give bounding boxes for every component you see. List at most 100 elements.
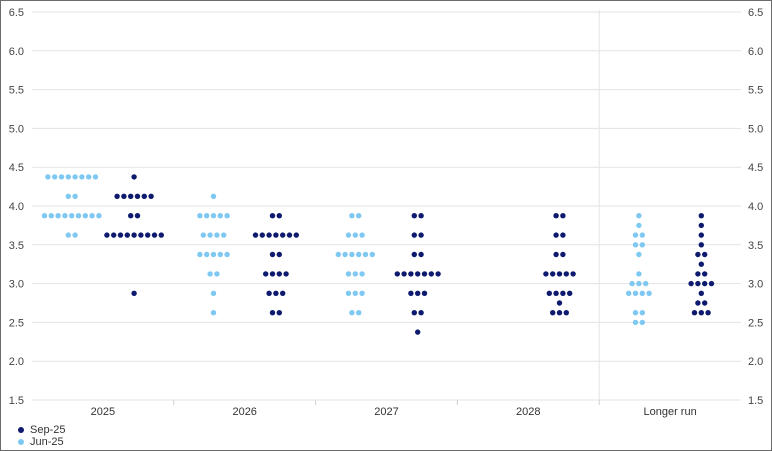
dot-jun-25-2027 xyxy=(346,291,351,296)
dot-sep-25-longer-run xyxy=(702,300,707,305)
dot-jun-25-2025 xyxy=(86,174,91,179)
x-label-2028: 2028 xyxy=(516,406,540,418)
dot-jun-25-2026 xyxy=(224,252,229,257)
dot-jun-25-2025 xyxy=(72,194,77,199)
gridlines xyxy=(32,10,741,405)
y-tick-right: 6.0 xyxy=(748,46,763,58)
dot-sep-25-2026 xyxy=(270,271,275,276)
x-label-2026: 2026 xyxy=(232,406,256,418)
x-label-2027: 2027 xyxy=(374,406,398,418)
dot-sep-25-2027 xyxy=(408,291,413,296)
dot-sep-25-2027 xyxy=(418,310,423,315)
dot-sep-25-longer-run xyxy=(709,281,714,286)
x-axis-categories: 2025 2026 2027 2028 Longer run xyxy=(91,406,697,418)
dot-sep-25-2025 xyxy=(128,213,133,218)
y-tick-right: 2.0 xyxy=(748,356,763,368)
dot-jun-25-longer-run xyxy=(640,242,645,247)
y-tick-right: 5.5 xyxy=(748,85,763,97)
dot-sep-25-longer-run xyxy=(699,242,704,247)
dot-sep-25-2025 xyxy=(135,194,140,199)
dot-sep-25-2026 xyxy=(270,252,275,257)
dot-jun-25-longer-run xyxy=(636,281,641,286)
dot-sep-25-longer-run xyxy=(699,262,704,267)
dot-sep-25-2025 xyxy=(159,232,164,237)
dot-jun-25-2027 xyxy=(353,271,358,276)
dot-sep-25-longer-run xyxy=(705,310,710,315)
dot-jun-25-2025 xyxy=(66,232,71,237)
dot-jun-25-2027 xyxy=(356,213,361,218)
dot-sep-25-2027 xyxy=(429,271,434,276)
dot-jun-25-2026 xyxy=(204,252,209,257)
y-tick-right: 1.5 xyxy=(748,395,763,407)
dot-sep-25-2028 xyxy=(560,291,565,296)
dot-sep-25-2028 xyxy=(557,300,562,305)
dot-sep-25-2027 xyxy=(415,329,420,334)
y-tick-left: 3.0 xyxy=(9,279,24,291)
dot-jun-25-2027 xyxy=(336,252,341,257)
dot-sep-25-2026 xyxy=(270,213,275,218)
dot-jun-25-2027 xyxy=(359,271,364,276)
dot-jun-25-2026 xyxy=(207,271,212,276)
dot-jun-25-longer-run xyxy=(636,271,641,276)
dot-sep-25-longer-run xyxy=(699,291,704,296)
dot-jun-25-2026 xyxy=(197,213,202,218)
dot-sep-25-2026 xyxy=(270,310,275,315)
dot-sep-25-longer-run xyxy=(695,252,700,257)
dot-sep-25-2026 xyxy=(253,232,258,237)
y-tick-left: 4.0 xyxy=(9,201,24,213)
dot-sep-25-2028 xyxy=(560,213,565,218)
dot-jun-25-longer-run xyxy=(640,320,645,325)
dot-jun-25-2027 xyxy=(363,252,368,257)
dot-jun-25-2027 xyxy=(356,310,361,315)
dot-jun-25-longer-run xyxy=(633,320,638,325)
dot-sep-25-2026 xyxy=(287,232,292,237)
dot-sep-25-longer-run xyxy=(699,232,704,237)
y-tick-right: 4.0 xyxy=(748,201,763,213)
dot-sep-25-2027 xyxy=(408,271,413,276)
legend-item-sep-25: Sep-25 xyxy=(18,424,65,436)
dot-sep-25-2028 xyxy=(567,291,572,296)
dot-sep-25-longer-run xyxy=(702,271,707,276)
dot-jun-25-longer-run xyxy=(636,223,641,228)
dot-sep-25-longer-run xyxy=(692,310,697,315)
dot-sep-25-2025 xyxy=(121,194,126,199)
dot-jun-25-2026 xyxy=(218,252,223,257)
dot-sep-25-2025 xyxy=(131,174,136,179)
dot-jun-25-longer-run xyxy=(640,310,645,315)
legend-label-jun-25: Jun-25 xyxy=(30,436,64,448)
dot-jun-25-2025 xyxy=(66,194,71,199)
dot-jun-25-2027 xyxy=(356,252,361,257)
dot-sep-25-2028 xyxy=(564,310,569,315)
x-label-longer-run: Longer run xyxy=(643,406,696,418)
dot-sep-25-2028 xyxy=(560,232,565,237)
dot-jun-25-2025 xyxy=(79,174,84,179)
dot-sep-25-longer-run xyxy=(702,281,707,286)
dot-jun-25-2027 xyxy=(342,252,347,257)
dot-jun-25-2025 xyxy=(52,174,57,179)
y-tick-right: 5.0 xyxy=(748,123,763,135)
dot-sep-25-2027 xyxy=(412,310,417,315)
legend-item-jun-25: Jun-25 xyxy=(18,436,65,448)
y-axis-left: 1.52.02.53.03.54.04.55.05.56.06.5 xyxy=(9,7,24,407)
legend-swatch-jun-25 xyxy=(18,439,24,445)
dot-jun-25-2025 xyxy=(42,213,47,218)
dot-sep-25-2027 xyxy=(415,291,420,296)
dot-jun-25-2026 xyxy=(221,232,226,237)
y-tick-left: 2.5 xyxy=(9,317,24,329)
y-tick-right: 2.5 xyxy=(748,317,763,329)
dot-sep-25-2027 xyxy=(412,252,417,257)
y-tick-left: 4.5 xyxy=(9,162,24,174)
y-tick-left: 6.0 xyxy=(9,46,24,58)
y-tick-left: 3.5 xyxy=(9,240,24,252)
dot-sep-25-2025 xyxy=(114,194,119,199)
dot-sep-25-2028 xyxy=(543,271,548,276)
dot-sep-25-2026 xyxy=(283,271,288,276)
dot-sep-25-longer-run xyxy=(702,252,707,257)
y-tick-right: 3.0 xyxy=(748,279,763,291)
dot-jun-25-2026 xyxy=(211,310,216,315)
dot-jun-25-longer-run xyxy=(636,213,641,218)
dot-jun-25-2026 xyxy=(214,271,219,276)
dot-sep-25-2028 xyxy=(560,252,565,257)
dot-sep-25-2026 xyxy=(273,232,278,237)
dot-sep-25-2028 xyxy=(557,271,562,276)
